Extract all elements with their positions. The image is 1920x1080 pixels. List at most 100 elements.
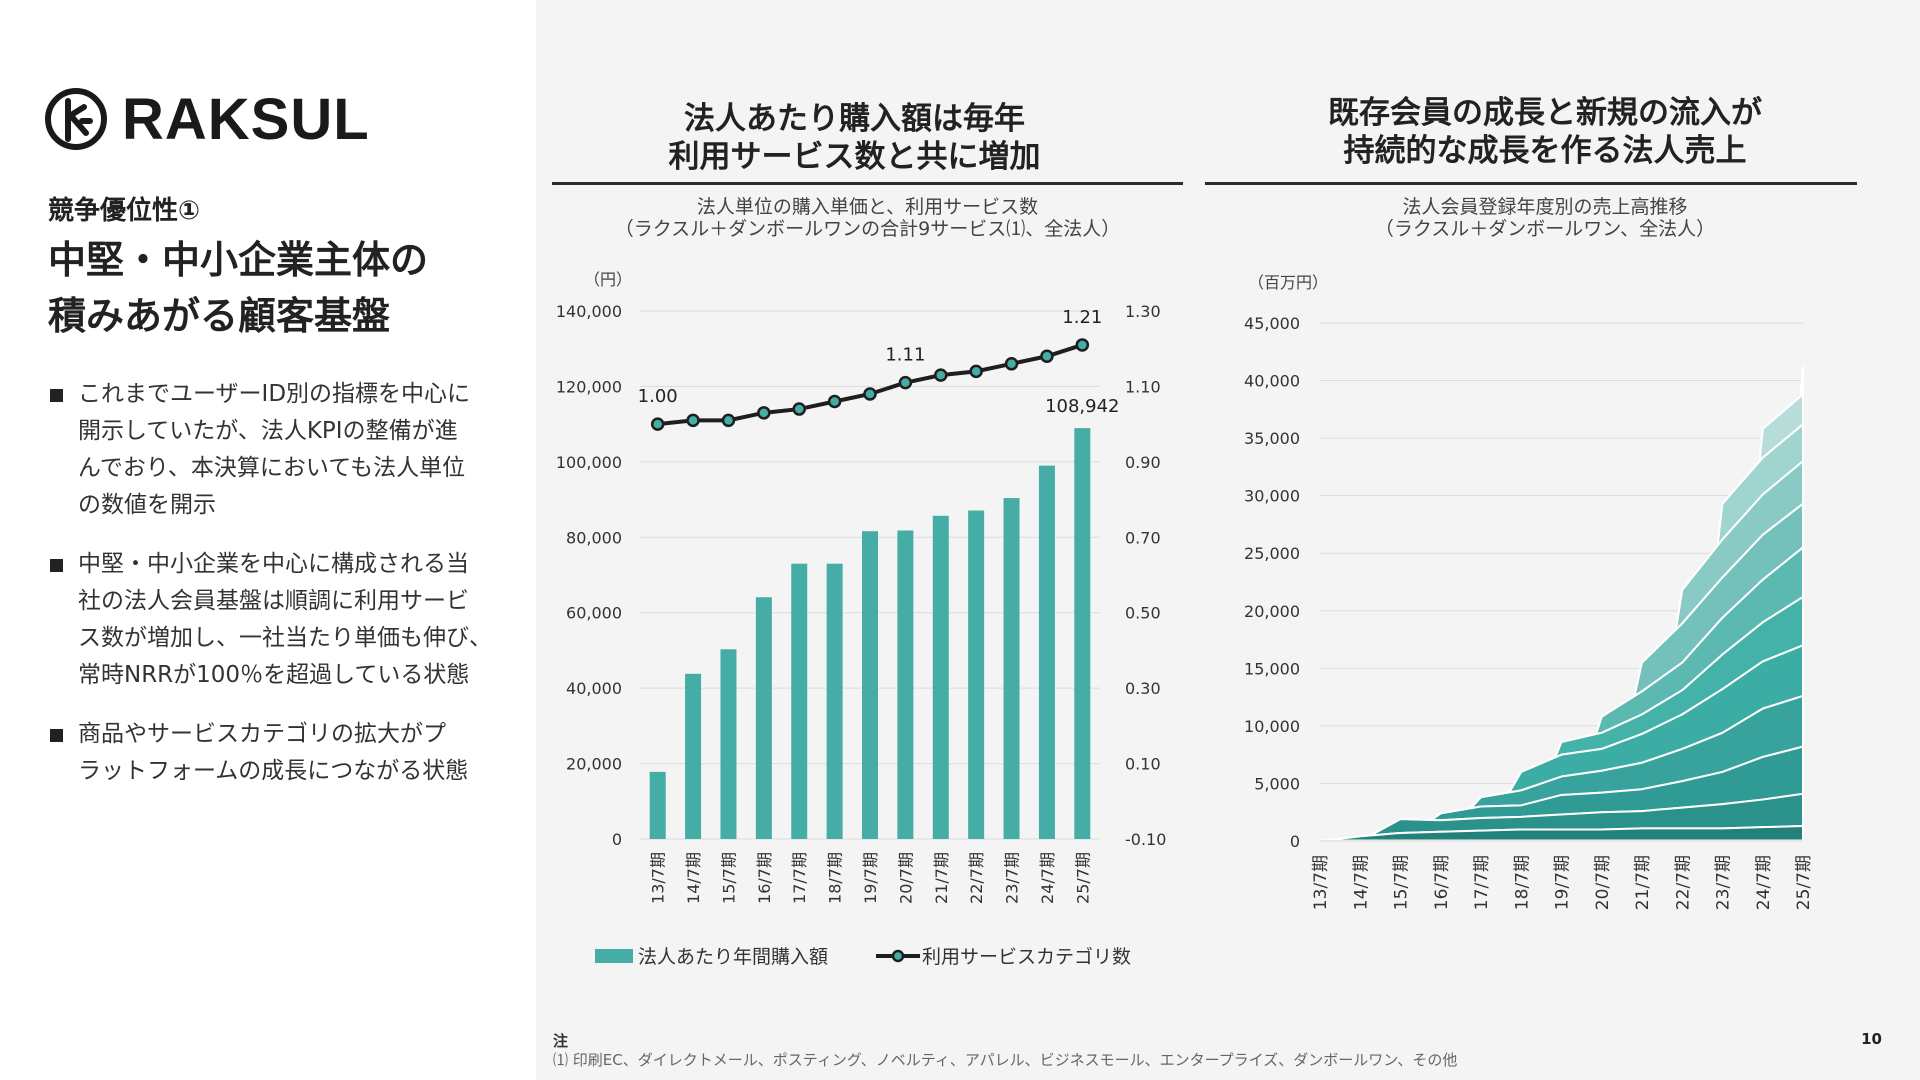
x-tick-label: 24/7期	[1754, 855, 1774, 910]
bar	[755, 597, 772, 839]
chart1-subtitle-line: 法人単位の購入単価と、利用サービス数	[696, 196, 1039, 218]
legend-line-marker	[891, 949, 905, 963]
x-tick-label: 21/7期	[932, 852, 951, 904]
x-tick-label: 17/7期	[1472, 855, 1492, 910]
y2-tick-label: 1.30	[1125, 302, 1161, 321]
bullet-line: これまでユーザーID別の指標を中心に	[78, 381, 471, 407]
y-tick-label: 20,000	[1244, 602, 1300, 621]
x-tick-label: 22/7期	[1673, 855, 1693, 910]
y2-tick-label: 0.90	[1125, 453, 1161, 472]
y-tick-label: 20,000	[566, 755, 622, 774]
chart1-title: 法人あたり購入額は毎年 利用サービス数と共に増加	[552, 100, 1157, 176]
page-title-line: 積みあがる顧客基盤	[48, 294, 391, 338]
y2-tick-label: 0.50	[1125, 604, 1161, 623]
section-subtitle: 競争優位性①	[48, 196, 201, 226]
y-tick-label: 100,000	[556, 453, 622, 472]
bullet-line: 常時NRRが100％を超過している状態	[78, 662, 470, 688]
y-axis-unit: （百万円）	[1248, 273, 1328, 292]
x-tick-label: 25/7期	[1073, 852, 1092, 904]
bar	[791, 563, 808, 839]
chart2-subtitle: 法人会員登録年度別の売上高推移 （ラクスル＋ダンボールワン、全法人）	[1205, 196, 1885, 240]
y-tick-label: 15,000	[1244, 659, 1300, 678]
y2-tick-label: -0.10	[1125, 830, 1166, 849]
line-point	[863, 387, 877, 401]
y2-tick-label: 0.70	[1125, 528, 1161, 547]
line-point	[1075, 338, 1090, 352]
line-point	[792, 402, 806, 416]
bullet-line: ス数が増加し、一社当たり単価も伸び、	[78, 625, 492, 651]
x-tick-label: 22/7期	[967, 852, 986, 904]
x-tick-label: 18/7期	[1512, 855, 1532, 910]
chart2-divider	[1205, 182, 1857, 185]
bullet-list: これまでユーザーID別の指標を中心に 開示していたが、法人KPIの整備が進 んで…	[48, 376, 508, 812]
bar	[862, 531, 878, 839]
x-tick-label: 21/7期	[1633, 855, 1653, 910]
y-tick-label: 120,000	[556, 377, 622, 396]
x-tick-label: 23/7期	[1003, 852, 1022, 904]
bar	[968, 510, 985, 839]
legend-bar-swatch	[595, 949, 633, 963]
logo: RAKSUL	[44, 86, 370, 152]
x-tick-label: 19/7期	[1553, 855, 1573, 910]
legend-label: 利用サービスカテゴリ数	[922, 946, 1131, 968]
bullet-line: 中堅・中小企業を中心に構成される当	[78, 551, 469, 577]
logo-text: RAKSUL	[122, 86, 370, 152]
line-point	[1040, 349, 1054, 364]
y-tick-label: 35,000	[1244, 429, 1300, 448]
y2-tick-label: 0.10	[1125, 755, 1161, 774]
chart1-subtitle-line: （ラクスル＋ダンボールワンの合計9サービス⑴、全法人）	[614, 218, 1121, 240]
bar	[1074, 428, 1091, 839]
line-point	[757, 406, 771, 420]
footnote-text: ⑴ 印刷EC、ダイレクトメール、ポスティング、ノベルティ、アパレル、ビジネスモー…	[553, 1051, 1458, 1069]
footnote: 注 ⑴ 印刷EC、ダイレクトメール、ポスティング、ノベルティ、アパレル、ビジネス…	[553, 1032, 1457, 1070]
bullet-item: これまでユーザーID別の指標を中心に 開示していたが、法人KPIの整備が進 んで…	[48, 376, 508, 524]
bullet-line: んでおり、本決算においても法人単位	[78, 455, 466, 481]
x-tick-label: 13/7期	[1311, 855, 1331, 910]
y2-tick-label: 1.10	[1125, 377, 1161, 396]
bullet-line: 開示していたが、法人KPIの整備が進	[78, 418, 458, 444]
x-tick-label: 18/7期	[826, 852, 845, 904]
footnote-head: 注	[553, 1032, 569, 1050]
x-tick-label: 15/7期	[719, 852, 738, 904]
bar	[826, 563, 843, 839]
y-tick-label: 0	[1290, 832, 1300, 851]
line-point	[721, 413, 736, 428]
data-label: 1.11	[885, 345, 925, 366]
left-panel: RAKSUL 競争優位性① 中堅・中小企業主体の 積みあがる顧客基盤 これまでユ…	[0, 0, 536, 1080]
bullet-item: 中堅・中小企業を中心に構成される当 社の法人会員基盤は順調に利用サービ ス数が増…	[48, 546, 508, 694]
bar	[1003, 498, 1020, 839]
x-tick-label: 14/7期	[684, 852, 703, 904]
line-point	[934, 368, 948, 382]
bar	[649, 771, 666, 839]
x-tick-label: 20/7期	[1593, 855, 1613, 910]
y-tick-label: 140,000	[556, 302, 622, 321]
chart1-title-line: 法人あたり購入額は毎年	[684, 101, 1025, 137]
chart1-subtitle: 法人単位の購入単価と、利用サービス数 （ラクスル＋ダンボールワンの合計9サービス…	[552, 196, 1183, 240]
chart2-title-line: 既存会員の成長と新規の流入が	[1328, 95, 1762, 131]
bar	[897, 530, 914, 839]
x-tick-label: 25/7期	[1794, 855, 1814, 910]
chart1-divider	[552, 182, 1183, 185]
y2-tick-label: 0.30	[1125, 679, 1161, 698]
x-tick-label: 14/7期	[1351, 855, 1371, 910]
x-tick-label: 19/7期	[861, 852, 880, 904]
chart2-subtitle-line: （ラクスル＋ダンボールワン、全法人）	[1374, 218, 1716, 240]
x-tick-label: 23/7期	[1714, 855, 1734, 910]
line-point	[827, 394, 842, 409]
x-tick-label: 17/7期	[790, 852, 809, 904]
chart2-subtitle-line: 法人会員登録年度別の売上高推移	[1402, 196, 1688, 218]
chart1-title-line: 利用サービス数と共に増加	[668, 139, 1041, 175]
x-tick-label: 20/7期	[896, 852, 915, 904]
y-tick-label: 5,000	[1254, 774, 1300, 793]
right-panel	[536, 0, 1920, 1080]
page-title-line: 中堅・中小企業主体の	[48, 238, 429, 282]
x-tick-label: 16/7期	[755, 852, 774, 904]
page-number: 10	[1861, 1030, 1882, 1048]
y-tick-label: 30,000	[1244, 487, 1300, 506]
line-point	[1004, 357, 1019, 371]
bar	[1038, 465, 1055, 839]
bullet-line: ラットフォームの成長につながる状態	[78, 758, 469, 784]
raksul-logo-icon	[45, 88, 107, 150]
line-point	[650, 417, 665, 431]
